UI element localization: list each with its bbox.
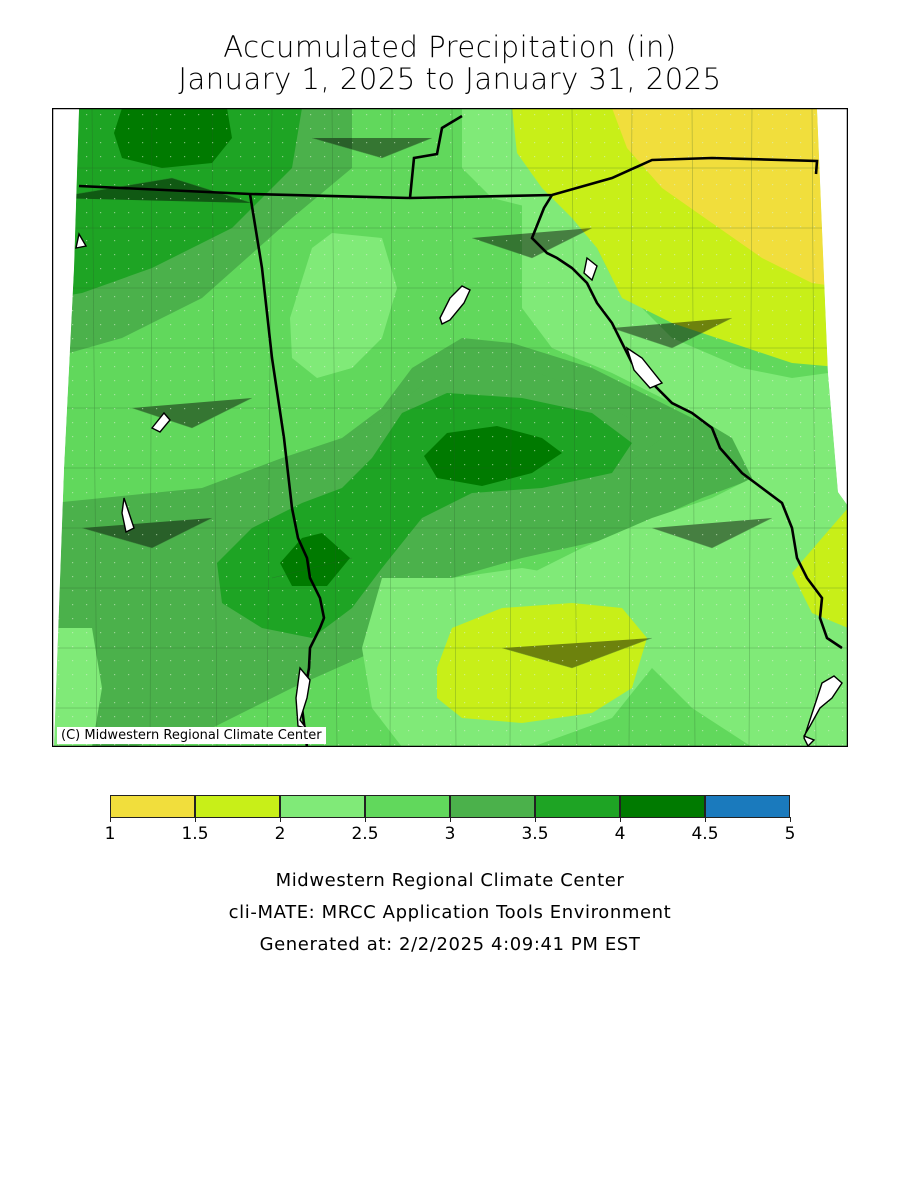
state-boundaries [78, 114, 843, 747]
state-border-tn [408, 114, 463, 199]
legend-swatch-2.5-3 [365, 795, 450, 818]
map-title: Accumulated Precipitation (in) [223, 30, 677, 64]
legend-tick-mark [620, 817, 621, 822]
legend-swatch-4.5-5 [705, 795, 790, 818]
legend-tick-label: 4.5 [691, 824, 719, 844]
legend-tick-mark [535, 817, 536, 822]
footer-generated-time: Generated at: 2/2/2025 4:09:41 PM EST [259, 934, 641, 955]
footer-application: cli-MATE: MRCC Application Tools Environ… [228, 902, 672, 923]
legend-tick-mark [790, 817, 791, 822]
legend-swatch-4-4.5 [620, 795, 705, 818]
legend-tick-label: 5 [784, 824, 796, 844]
precipitation-map [52, 108, 848, 747]
legend-tick-label: 4 [614, 824, 626, 844]
color-legend [110, 795, 790, 818]
map-date-range: January 1, 2025 to January 31, 2025 [178, 62, 722, 96]
legend-tick-label: 2 [274, 824, 286, 844]
legend-swatch-2-2.5 [280, 795, 365, 818]
legend-swatch-1.5-2 [195, 795, 280, 818]
state-border-east [530, 194, 843, 650]
legend-swatch-3-3.5 [450, 795, 535, 818]
legend-tick-mark [705, 817, 706, 822]
legend-tick-mark [365, 817, 366, 822]
legend-tick-label: 2.5 [351, 824, 379, 844]
legend-tick-mark [110, 817, 111, 822]
lakes [75, 232, 843, 747]
legend-swatch-3.5-4 [535, 795, 620, 818]
legend-tick-label: 1 [104, 824, 116, 844]
legend-tick-label: 1.5 [181, 824, 209, 844]
legend-tick-mark [450, 817, 451, 822]
footer-organization: Midwestern Regional Climate Center [275, 870, 625, 891]
legend-tick-mark [280, 817, 281, 822]
state-border-west [248, 193, 326, 747]
copyright-credit: (C) Midwestern Regional Climate Center [57, 727, 326, 744]
state-border-north [78, 156, 819, 200]
legend-tick-label: 3 [444, 824, 456, 844]
legend-swatch-1-1.5 [110, 795, 195, 818]
precipitation-contours [54, 109, 848, 747]
legend-tick-mark [195, 817, 196, 822]
legend-tick-label: 3.5 [521, 824, 549, 844]
